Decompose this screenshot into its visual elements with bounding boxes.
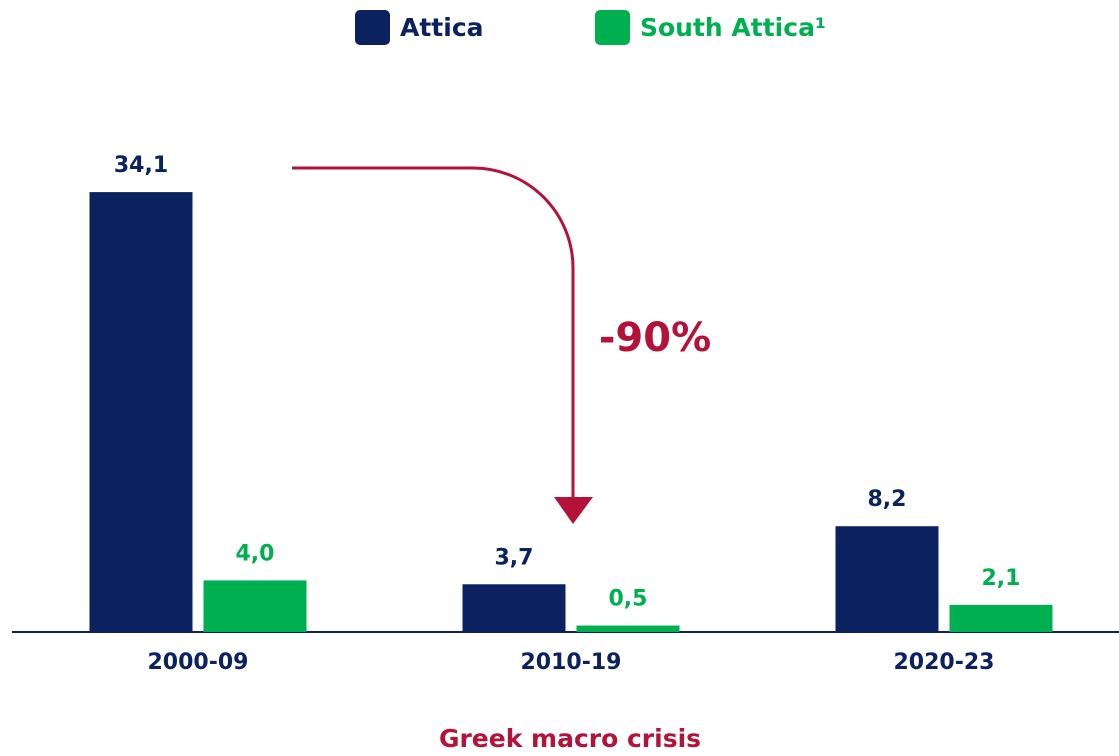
bar: [203, 580, 307, 632]
bar: [835, 526, 939, 632]
bar: [462, 584, 566, 632]
x-tick-label: 2010-19: [521, 650, 622, 675]
value-label: 3,7: [495, 545, 534, 570]
x-tick-label: 2000-09: [148, 650, 249, 675]
annotation: -90%: [599, 315, 711, 361]
value-label: 34,1: [114, 153, 168, 178]
bar: [576, 625, 680, 632]
value-label: 8,2: [868, 487, 907, 512]
arrow: [292, 166, 575, 500]
value-label: 0,5: [609, 587, 648, 612]
annotation: Greek macro crisis: [439, 724, 701, 753]
legend-swatch: [595, 10, 630, 45]
value-label: 2,1: [982, 566, 1021, 591]
bar: [949, 604, 1053, 632]
x-tick-label: 2020-23: [894, 650, 995, 675]
value-label: 4,0: [236, 541, 275, 566]
arrow-head: [554, 497, 593, 524]
bar: [89, 192, 193, 633]
legend-swatch: [355, 10, 390, 45]
legend-label: South Attica¹: [640, 13, 826, 42]
legend-label: Attica: [400, 13, 484, 42]
